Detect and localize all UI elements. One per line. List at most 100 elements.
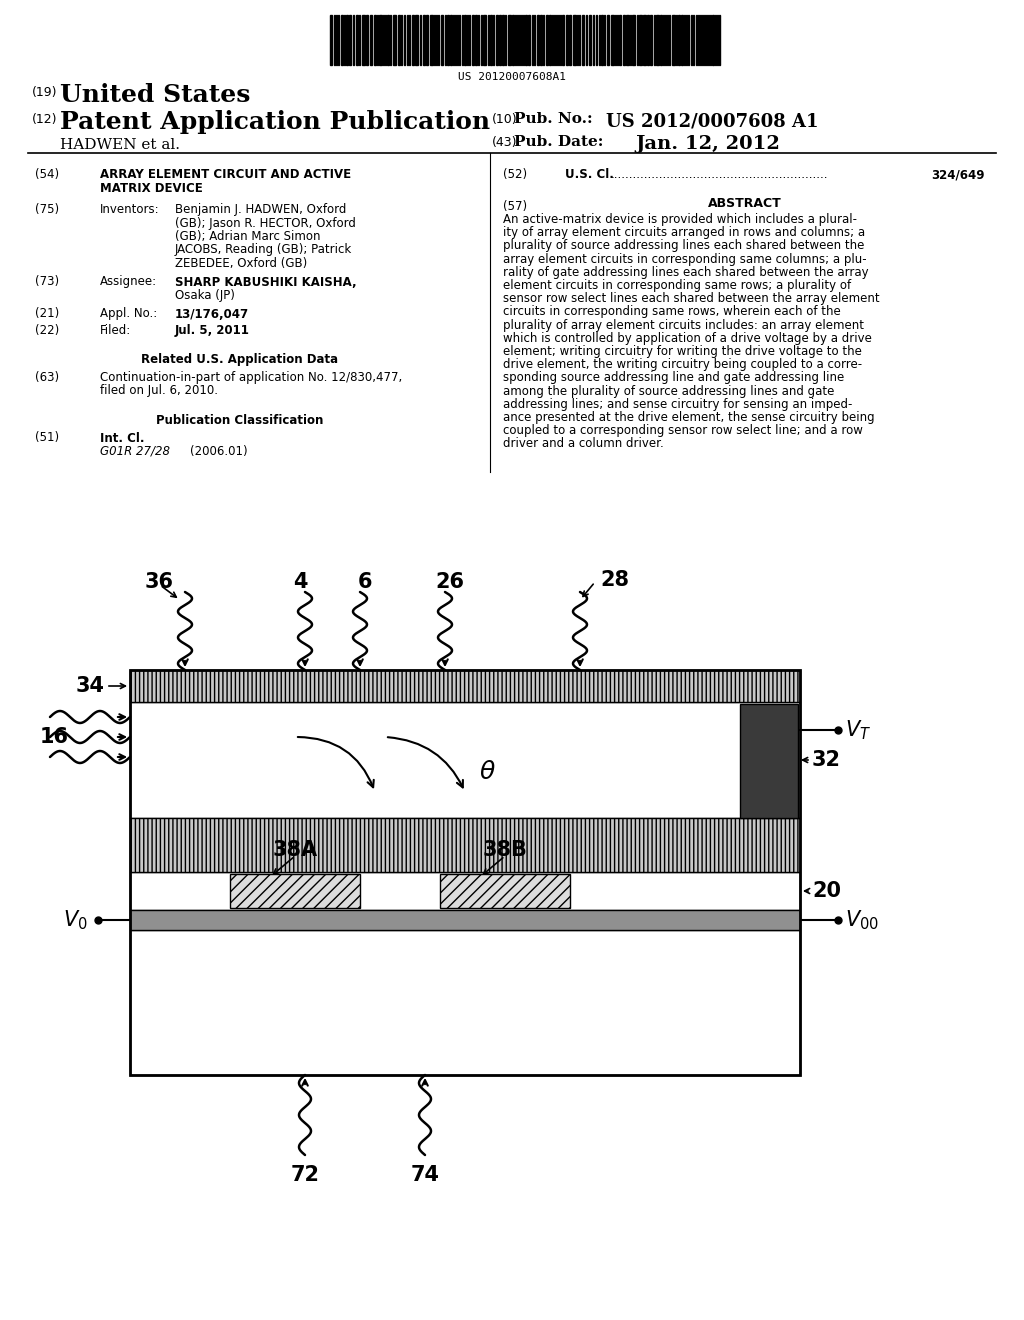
Text: Benjamin J. HADWEN, Oxford: Benjamin J. HADWEN, Oxford xyxy=(175,203,346,216)
Bar xyxy=(356,15,358,65)
Text: sensor row select lines each shared between the array element: sensor row select lines each shared betw… xyxy=(503,292,880,305)
Text: 74: 74 xyxy=(411,1166,439,1185)
Bar xyxy=(623,15,625,65)
Bar xyxy=(346,15,348,65)
Text: (2006.01): (2006.01) xyxy=(190,445,248,458)
Text: array element circuits in corresponding same columns; a plu-: array element circuits in corresponding … xyxy=(503,252,866,265)
Text: among the plurality of source addressing lines and gate: among the plurality of source addressing… xyxy=(503,384,835,397)
Bar xyxy=(483,15,486,65)
Text: Publication Classification: Publication Classification xyxy=(157,414,324,426)
Bar xyxy=(387,15,389,65)
Bar xyxy=(379,15,382,65)
Bar xyxy=(366,15,368,65)
Bar xyxy=(601,15,603,65)
Text: coupled to a corresponding sensor row select line; and a row: coupled to a corresponding sensor row se… xyxy=(503,424,863,437)
Text: Related U.S. Application Data: Related U.S. Application Data xyxy=(141,352,339,366)
Bar xyxy=(496,15,498,65)
Bar xyxy=(130,909,800,931)
Bar xyxy=(398,15,400,65)
Text: plurality of source addressing lines each shared between the: plurality of source addressing lines eac… xyxy=(503,239,864,252)
Text: 38B: 38B xyxy=(482,840,527,861)
Bar xyxy=(546,15,548,65)
Text: 36: 36 xyxy=(145,572,174,591)
Text: (57): (57) xyxy=(503,201,527,213)
Text: $V_0$: $V_0$ xyxy=(63,908,88,932)
Bar xyxy=(393,15,396,65)
Bar xyxy=(618,15,621,65)
Bar xyxy=(660,15,662,65)
Text: (63): (63) xyxy=(35,371,59,384)
Text: (54): (54) xyxy=(35,168,59,181)
Text: Inventors:: Inventors: xyxy=(100,203,160,216)
Bar xyxy=(573,15,575,65)
Text: filed on Jul. 6, 2010.: filed on Jul. 6, 2010. xyxy=(100,384,218,397)
Text: 32: 32 xyxy=(812,750,841,770)
Text: 34: 34 xyxy=(76,676,105,696)
Bar xyxy=(447,15,449,65)
Text: SHARP KABUSHIKI KAISHA,: SHARP KABUSHIKI KAISHA, xyxy=(175,276,356,289)
Text: Pub. Date:: Pub. Date: xyxy=(514,135,603,149)
Text: ABSTRACT: ABSTRACT xyxy=(709,197,782,210)
Text: 6: 6 xyxy=(357,572,373,591)
Bar xyxy=(540,15,542,65)
Text: (GB); Jason R. HECTOR, Oxford: (GB); Jason R. HECTOR, Oxford xyxy=(175,216,356,230)
Bar xyxy=(589,15,591,65)
Text: element circuits in corresponding same rows; a plurality of: element circuits in corresponding same r… xyxy=(503,279,851,292)
Text: Jul. 5, 2011: Jul. 5, 2011 xyxy=(175,323,250,337)
Text: US 2012/0007608 A1: US 2012/0007608 A1 xyxy=(606,112,818,129)
Bar xyxy=(370,15,372,65)
Text: (43): (43) xyxy=(492,136,517,149)
Text: driver and a column driver.: driver and a column driver. xyxy=(503,437,664,450)
Text: 324/649: 324/649 xyxy=(932,168,985,181)
Text: G01R 27/28: G01R 27/28 xyxy=(100,445,170,458)
Text: An active-matrix device is provided which includes a plural-: An active-matrix device is provided whic… xyxy=(503,213,857,226)
Bar xyxy=(512,15,514,65)
Bar xyxy=(341,15,343,65)
Bar xyxy=(643,15,646,65)
Bar xyxy=(423,15,425,65)
Text: Jan. 12, 2012: Jan. 12, 2012 xyxy=(635,135,780,153)
Text: ance presented at the drive element, the sense circuitry being: ance presented at the drive element, the… xyxy=(503,411,874,424)
Bar xyxy=(230,874,360,908)
Bar xyxy=(611,15,614,65)
Bar xyxy=(562,15,564,65)
Text: addressing lines; and sense circuitry for sensing an imped-: addressing lines; and sense circuitry fo… xyxy=(503,397,852,411)
Text: ity of array element circuits arranged in rows and columns; a: ity of array element circuits arranged i… xyxy=(503,226,865,239)
Bar xyxy=(130,818,800,873)
Bar xyxy=(607,15,609,65)
Text: drive element, the writing circuitry being coupled to a corre-: drive element, the writing circuitry bei… xyxy=(503,358,862,371)
Text: (GB); Adrian Marc Simon: (GB); Adrian Marc Simon xyxy=(175,230,321,243)
Bar xyxy=(537,15,539,65)
Bar xyxy=(349,15,351,65)
Text: 28: 28 xyxy=(600,570,629,590)
Text: plurality of array element circuits includes: an array element: plurality of array element circuits incl… xyxy=(503,318,864,331)
Bar xyxy=(130,671,800,1074)
Bar xyxy=(508,15,511,65)
Bar xyxy=(130,931,800,1074)
Text: ARRAY ELEMENT CIRCUIT AND ACTIVE: ARRAY ELEMENT CIRCUIT AND ACTIVE xyxy=(100,168,351,181)
Text: (75): (75) xyxy=(35,203,59,216)
Bar xyxy=(632,15,635,65)
Text: θ: θ xyxy=(480,760,496,784)
Text: circuits in corresponding same rows, wherein each of the: circuits in corresponding same rows, whe… xyxy=(503,305,841,318)
Text: (51): (51) xyxy=(35,432,59,445)
Text: (19): (19) xyxy=(32,86,57,99)
Bar xyxy=(130,671,800,702)
Bar xyxy=(475,15,477,65)
Text: 4: 4 xyxy=(293,572,307,591)
Bar xyxy=(464,15,466,65)
Text: 38A: 38A xyxy=(272,840,317,861)
Text: HADWEN et al.: HADWEN et al. xyxy=(60,139,180,152)
Bar xyxy=(430,15,433,65)
Text: Pub. No.:: Pub. No.: xyxy=(514,112,593,125)
Bar xyxy=(712,15,714,65)
Text: (10): (10) xyxy=(492,114,517,125)
Text: Osaka (JP): Osaka (JP) xyxy=(175,289,234,302)
Text: 26: 26 xyxy=(435,572,465,591)
Text: 72: 72 xyxy=(291,1166,319,1185)
Text: 16: 16 xyxy=(40,727,69,747)
Bar xyxy=(740,704,798,818)
Bar xyxy=(528,15,530,65)
Bar xyxy=(490,15,492,65)
Bar xyxy=(412,15,414,65)
